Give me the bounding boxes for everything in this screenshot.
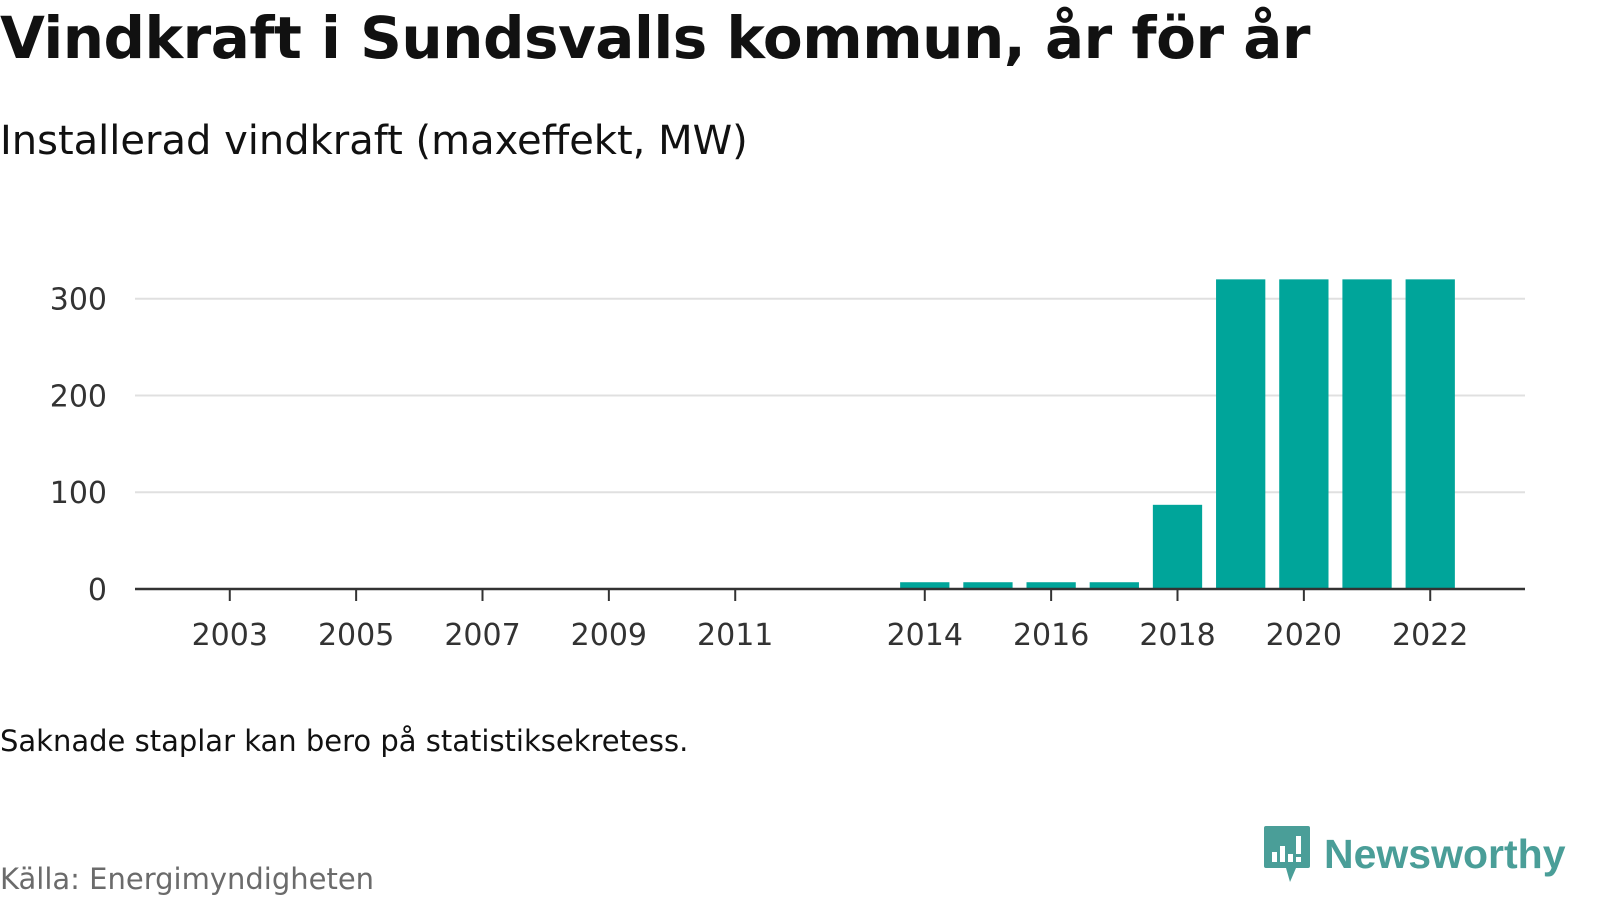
chart-subtitle: Installerad vindkraft (maxeffekt, MW) [0,118,748,164]
bar-2017 [1089,582,1139,589]
x-tick-label: 2005 [318,618,394,653]
x-axis [135,587,1525,601]
bar-2021 [1342,279,1392,589]
x-tick-labels: 2003 2005 2007 2009 2011 2014 2016 2018 2020 2022 [192,618,1469,653]
x-tick-label: 2003 [192,618,268,653]
brand-logo: Newsworthy [1262,824,1566,884]
x-tick-label: 2011 [697,618,773,653]
newsworthy-logo-icon [1264,826,1310,882]
source-credit: Källa: Energimyndigheten [0,862,375,896]
y-tick-label: 0 [88,573,107,608]
x-tick-label: 2009 [571,618,647,653]
bar-2015 [963,582,1013,589]
x-tick-label: 2020 [1266,618,1342,653]
bars [900,279,1455,589]
x-tick-label: 2018 [1139,618,1215,653]
bar-2022 [1405,279,1455,589]
bar-2019 [1216,279,1266,589]
footnote: Saknade staplar kan bero på statistiksek… [0,724,689,758]
bar-2018 [1152,504,1203,589]
bar-2016 [1026,582,1076,589]
x-tick-label: 2022 [1392,618,1468,653]
bar-2020 [1279,279,1329,589]
y-tick-label: 100 [50,476,107,511]
bar-2014 [900,582,950,589]
y-tick-label: 200 [50,379,107,414]
x-tick-label: 2007 [444,618,520,653]
y-tick-label: 300 [50,283,107,318]
y-tick-labels: 0 100 200 300 [50,283,107,608]
brand-name: Newsworthy [1324,830,1566,877]
chart-title: Vindkraft i Sundsvalls kommun, år för år [0,4,1311,72]
x-tick-label: 2014 [887,618,963,653]
x-tick-label: 2016 [1013,618,1089,653]
